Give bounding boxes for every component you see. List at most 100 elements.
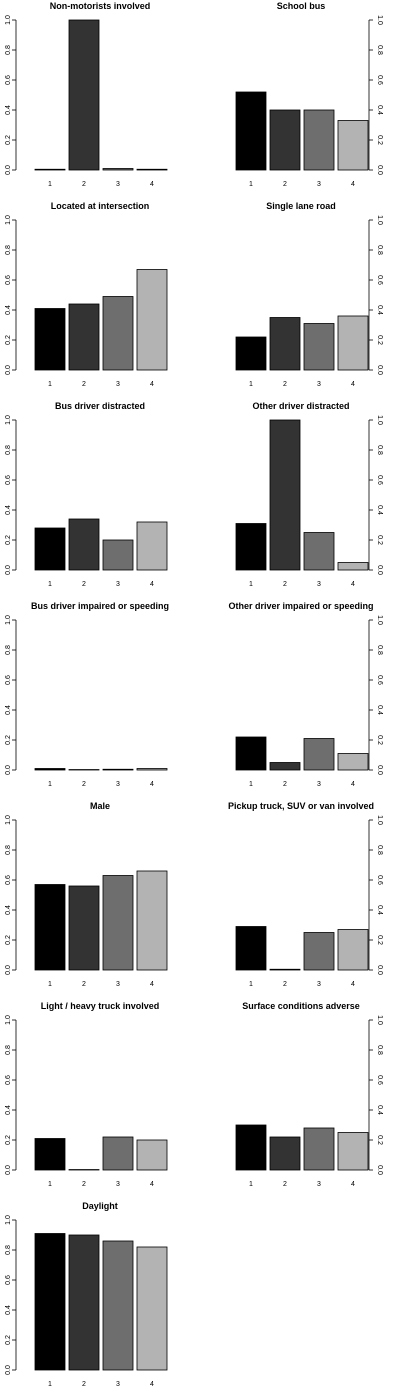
y-tick-label: 0.4 xyxy=(5,1305,12,1315)
chart-panel-8: Other driver impaired or speeding 1 2 3 4 0.0… xyxy=(228,601,383,788)
bar-4 xyxy=(337,753,369,771)
bar-4 xyxy=(337,562,369,571)
y-tick-label: 1.0 xyxy=(376,1015,383,1025)
y-tick-label: 1.0 xyxy=(376,15,383,25)
chart-title: Pickup truck, SUV or van involved xyxy=(228,801,374,811)
x-tick-label: 1 xyxy=(249,581,253,588)
x-tick-label: 2 xyxy=(283,581,287,588)
x-tick-label: 3 xyxy=(317,781,321,788)
bar-1 xyxy=(34,168,66,171)
chart-panel-1: Non-motorists involved 1 2 3 4 0.0 0.2 0.4 0.6 0.… xyxy=(5,1,168,188)
x-tick-label: 4 xyxy=(351,181,355,188)
y-tick-label: 0.4 xyxy=(376,705,383,715)
bar-3 xyxy=(102,1136,134,1171)
y-tick-label: 0.6 xyxy=(5,75,12,85)
y-tick-label: 0.2 xyxy=(376,735,383,745)
bar-1 xyxy=(34,308,66,371)
y-tick-label: 0.8 xyxy=(376,1045,383,1055)
chart-panel-12: Surface conditions adverse 1 2 3 4 0.0 0.2 0.4 0… xyxy=(235,1001,383,1188)
y-tick-label: 0.4 xyxy=(5,905,12,915)
x-tick-label: 4 xyxy=(150,1181,154,1188)
chart-title: Surface conditions adverse xyxy=(242,1001,360,1011)
y-tick-label: 0.2 xyxy=(376,135,383,145)
y-tick-label: 0.6 xyxy=(376,475,383,485)
chart-title: Non-motorists involved xyxy=(50,1,151,11)
bar-3 xyxy=(102,539,134,571)
chart-panel-3: Located at intersection 1 2 3 4 0.0 0.2 0.4 0.6 0… xyxy=(5,201,168,388)
x-tick-label: 4 xyxy=(150,781,154,788)
chart-panel-6: Other driver distracted 1 2 3 4 0.0 0.2 0.4 0.6 0… xyxy=(235,401,383,588)
x-tick-label: 2 xyxy=(283,381,287,388)
bar-2 xyxy=(68,19,100,171)
chart-panel-9: Male 1 2 3 4 0.0 0.2 0.4 0.6 0.8 1.0 xyxy=(5,801,168,988)
y-tick-label: 0.4 xyxy=(5,105,12,115)
chart-title: Other driver distracted xyxy=(252,401,349,411)
y-tick-label: 0.0 xyxy=(376,965,383,975)
chart-panel-13: Daylight 1 2 3 4 0.0 0.2 0.4 0.6 0.8 1.0 xyxy=(5,1201,168,1388)
y-tick-label: 0.6 xyxy=(5,1275,12,1285)
y-tick-label: 0.8 xyxy=(376,845,383,855)
y-tick-label: 0.8 xyxy=(5,445,12,455)
bar-1 xyxy=(34,768,66,771)
y-tick-label: 0.8 xyxy=(376,445,383,455)
y-tick-label: 0.2 xyxy=(376,335,383,345)
y-tick-label: 0.2 xyxy=(376,1135,383,1145)
x-tick-label: 3 xyxy=(317,981,321,988)
bar-4 xyxy=(337,929,369,971)
y-tick-label: 0.8 xyxy=(376,245,383,255)
y-tick-label: 0.4 xyxy=(376,305,383,315)
bar-1 xyxy=(235,1124,267,1171)
bar-3 xyxy=(102,296,134,371)
y-tick-label: 0.4 xyxy=(376,1105,383,1115)
chart-panel-11: Light / heavy truck involved 1 2 3 4 0.0 0.2 0.… xyxy=(5,1001,168,1188)
x-tick-label: 3 xyxy=(317,1181,321,1188)
y-tick-label: 1.0 xyxy=(5,15,12,25)
chart-panel-10: Pickup truck, SUV or van involved 1 2 3 4 0.0… xyxy=(228,801,383,988)
bar-3 xyxy=(102,875,134,971)
bar-1 xyxy=(34,1138,66,1171)
y-tick-label: 0.2 xyxy=(376,935,383,945)
chart-panel-4: Single lane road 1 2 3 4 0.0 0.2 0.4 0.6 0.8 1.0 xyxy=(235,201,383,388)
x-tick-label: 2 xyxy=(82,581,86,588)
bar-4 xyxy=(136,168,168,171)
x-tick-label: 3 xyxy=(317,581,321,588)
x-tick-label: 4 xyxy=(150,1381,154,1388)
y-tick-label: 0.8 xyxy=(5,845,12,855)
chart-title: Daylight xyxy=(82,1201,118,1211)
x-tick-label: 1 xyxy=(249,181,253,188)
chart-title: Male xyxy=(90,801,110,811)
x-tick-label: 2 xyxy=(283,181,287,188)
x-tick-label: 4 xyxy=(351,581,355,588)
bar-4 xyxy=(136,870,168,971)
x-tick-label: 3 xyxy=(116,781,120,788)
y-tick-label: 1.0 xyxy=(5,1215,12,1225)
bar-1 xyxy=(34,884,66,971)
y-tick-label: 0.2 xyxy=(5,135,12,145)
y-tick-label: 0.6 xyxy=(376,675,383,685)
y-tick-label: 1.0 xyxy=(5,1015,12,1025)
x-tick-label: 3 xyxy=(116,1381,120,1388)
bar-3 xyxy=(303,532,335,571)
chart-title: Other driver impaired or speeding xyxy=(228,601,373,611)
y-tick-label: 0.4 xyxy=(5,505,12,515)
x-tick-label: 4 xyxy=(351,781,355,788)
bar-2 xyxy=(68,518,100,571)
bar-3 xyxy=(303,738,335,771)
bar-4 xyxy=(136,521,168,571)
y-tick-label: 0.0 xyxy=(376,365,383,375)
bar-1 xyxy=(235,926,267,971)
y-tick-label: 1.0 xyxy=(5,815,12,825)
x-tick-label: 4 xyxy=(351,381,355,388)
y-tick-label: 0.0 xyxy=(376,565,383,575)
x-tick-label: 2 xyxy=(283,981,287,988)
y-tick-label: 0.4 xyxy=(5,705,12,715)
bar-2 xyxy=(68,885,100,971)
y-tick-label: 0.6 xyxy=(376,275,383,285)
x-tick-label: 3 xyxy=(317,381,321,388)
x-tick-label: 3 xyxy=(116,981,120,988)
y-tick-label: 0.6 xyxy=(376,875,383,885)
y-tick-label: 1.0 xyxy=(376,615,383,625)
y-tick-label: 0.8 xyxy=(5,245,12,255)
x-tick-label: 1 xyxy=(48,1181,52,1188)
y-tick-label: 0.4 xyxy=(5,1105,12,1115)
